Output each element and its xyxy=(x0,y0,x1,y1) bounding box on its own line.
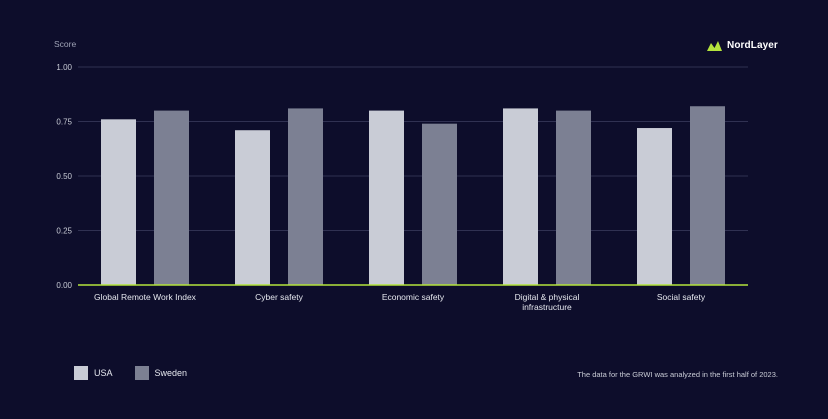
bar-usa xyxy=(503,108,538,285)
legend: USA Sweden xyxy=(74,366,209,380)
legend-label-usa: USA xyxy=(94,368,113,378)
legend-item-usa: USA xyxy=(74,366,113,380)
y-tick-label: 0.25 xyxy=(56,227,72,236)
bar-usa xyxy=(235,130,270,285)
legend-item-sweden: Sweden xyxy=(134,366,188,380)
bar-usa xyxy=(101,119,136,285)
y-tick-label: 0.00 xyxy=(56,281,72,290)
footnote: The data for the GRWI was analyzed in th… xyxy=(577,370,778,379)
legend-label-sweden: Sweden xyxy=(154,368,188,378)
y-axis-label: Score xyxy=(54,39,76,49)
y-tick-label: 0.50 xyxy=(56,172,72,181)
x-tick-label: Global Remote Work Index xyxy=(94,292,197,302)
x-tick-label: Economic safety xyxy=(382,292,445,302)
x-tick-label: infrastructure xyxy=(522,302,572,312)
nordlayer-logo-icon xyxy=(707,41,722,51)
bar-sweden xyxy=(690,106,725,286)
x-tick-label: Cyber safety xyxy=(255,292,303,302)
legend-swatch-sweden xyxy=(134,366,149,380)
brand-name: NordLayer xyxy=(727,39,778,51)
x-tick-label: Digital & physical xyxy=(515,292,580,302)
bar-sweden xyxy=(154,110,189,285)
brand-logo: NordLayer xyxy=(706,37,778,53)
legend-swatch-usa xyxy=(74,366,88,380)
bar-usa xyxy=(637,128,672,285)
x-tick-label: Social safety xyxy=(657,292,706,302)
y-tick-label: 0.75 xyxy=(56,118,72,127)
bar-sweden xyxy=(556,110,591,285)
bar-usa xyxy=(369,110,404,285)
y-tick-label: 1.00 xyxy=(56,63,72,72)
bar-sweden xyxy=(422,123,457,286)
bar-sweden xyxy=(288,108,323,285)
